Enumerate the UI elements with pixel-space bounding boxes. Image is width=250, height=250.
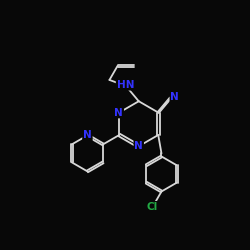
Text: HN: HN <box>117 80 134 90</box>
Text: N: N <box>114 108 123 118</box>
Text: N: N <box>170 92 179 102</box>
Text: N: N <box>134 141 143 151</box>
Text: Cl: Cl <box>146 202 158 212</box>
Text: N: N <box>83 130 92 140</box>
